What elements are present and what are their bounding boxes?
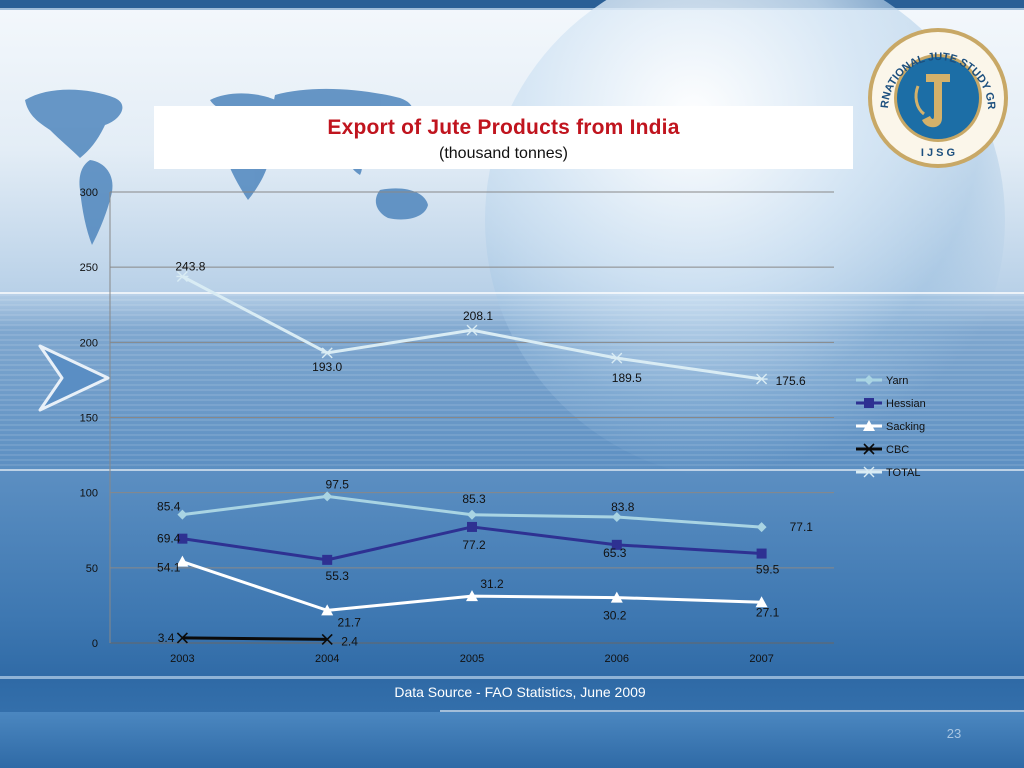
data-label-yarn: 85.3 — [462, 492, 486, 506]
y-tick-label: 0 — [92, 638, 98, 650]
data-point-yarn — [177, 509, 188, 520]
data-source-note: Data Source - FAO Statistics, June 2009 — [394, 684, 646, 700]
page-number: 23 — [946, 726, 962, 741]
x-tick-label: 2005 — [460, 653, 484, 665]
footer-panel — [0, 710, 1024, 768]
chart-title: Export of Jute Products from India — [327, 116, 680, 139]
data-point-yarn — [756, 522, 767, 533]
y-tick-label: 200 — [80, 337, 98, 349]
data-label-sacking: 21.7 — [338, 615, 362, 629]
y-tick-label: 150 — [80, 413, 98, 425]
data-point-total — [755, 373, 768, 385]
top-bar — [0, 0, 1024, 10]
data-label-hessian: 65.3 — [603, 546, 627, 560]
series-line-total — [181, 275, 762, 381]
data-label-sacking: 54.1 — [157, 561, 181, 575]
legend-marker-hessian — [864, 398, 874, 408]
legend-marker-yarn — [864, 375, 874, 385]
data-label-hessian: 59.5 — [756, 563, 780, 577]
data-label-hessian: 69.4 — [157, 532, 181, 546]
data-point-total — [176, 270, 189, 282]
chevron-arrow-icon — [38, 344, 110, 412]
legend-label-total: TOTAL — [886, 467, 920, 479]
data-label-hessian: 77.2 — [462, 538, 486, 552]
y-tick-label: 100 — [80, 488, 98, 500]
data-point-hessian — [177, 533, 188, 544]
stripe-band — [0, 292, 1024, 471]
legend-label-hessian: Hessian — [886, 398, 926, 410]
legend-marker-sacking — [863, 420, 875, 431]
data-point-total — [321, 347, 334, 359]
legend-label-yarn: Yarn — [886, 375, 908, 387]
chart-subtitle: (thousand tonnes) — [439, 145, 568, 162]
data-point-total — [466, 324, 478, 336]
series-line-sacking — [181, 560, 762, 612]
chart-title-box: Export of Jute Products from India (thou… — [154, 106, 853, 169]
data-point-cbc — [176, 632, 188, 644]
data-label-yarn: 77.1 — [790, 520, 814, 534]
x-tick-label: 2004 — [315, 653, 339, 665]
data-point-sacking — [321, 604, 334, 616]
data-point-hessian — [756, 548, 767, 559]
data-point-hessian — [322, 554, 333, 565]
logo-bottom-text: I J S G — [921, 147, 955, 159]
legend-marker-total — [863, 466, 875, 478]
data-point-sacking — [755, 596, 768, 608]
y-tick-label: 50 — [86, 563, 98, 575]
data-label-sacking: 27.1 — [756, 605, 780, 619]
data-point-sacking — [176, 555, 189, 567]
data-label-yarn: 85.4 — [157, 500, 181, 514]
data-label-sacking: 31.2 — [480, 577, 504, 591]
legend-label-sacking: Sacking — [886, 421, 925, 433]
y-tick-label: 300 — [80, 187, 98, 199]
data-label-cbc: 2.4 — [341, 634, 358, 648]
data-point-sacking — [610, 591, 623, 603]
data-point-yarn — [322, 491, 333, 502]
data-label-total: 175.6 — [776, 374, 806, 388]
data-point-yarn — [611, 512, 622, 523]
legend-label-cbc: CBC — [886, 444, 909, 456]
data-label-total: 193.0 — [312, 360, 342, 374]
series-line-cbc — [182, 636, 328, 641]
data-label-yarn: 83.8 — [611, 500, 635, 514]
data-point-cbc — [321, 633, 333, 645]
data-label-hessian: 55.3 — [326, 569, 350, 583]
data-label-yarn: 97.5 — [326, 477, 350, 491]
data-label-sacking: 30.2 — [603, 609, 627, 623]
data-label-total: 243.8 — [175, 259, 205, 273]
data-label-total: 208.1 — [463, 309, 493, 323]
bottom-rule — [0, 676, 1024, 679]
legend-marker-cbc — [863, 443, 875, 455]
x-tick-label: 2007 — [749, 653, 773, 665]
data-point-yarn — [467, 509, 477, 520]
x-tick-label: 2003 — [170, 653, 194, 665]
data-point-hessian — [467, 521, 477, 532]
ijsg-logo: INTERNATIONAL JUTE STUDY GROUP I J S G — [866, 26, 1008, 168]
x-tick-label: 2006 — [605, 653, 629, 665]
data-label-cbc: 3.4 — [158, 631, 175, 645]
data-point-hessian — [611, 539, 622, 550]
data-label-total: 189.5 — [612, 371, 642, 385]
data-point-sacking — [466, 590, 478, 602]
data-point-total — [610, 352, 623, 364]
y-tick-label: 250 — [80, 262, 98, 274]
